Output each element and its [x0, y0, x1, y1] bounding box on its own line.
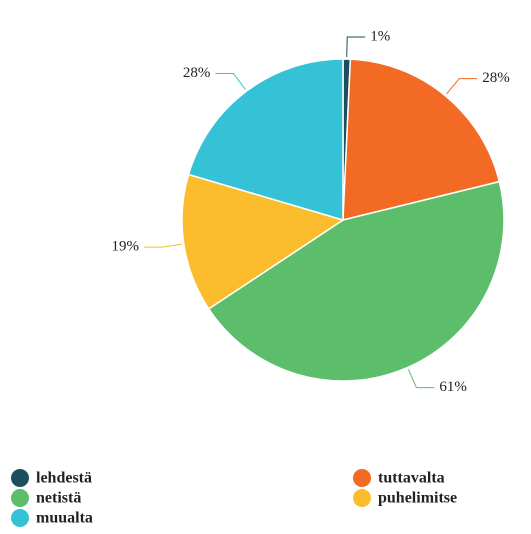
pie-slice — [181, 173, 345, 310]
legend-marker — [353, 489, 371, 507]
data-label: 1% — [370, 28, 390, 44]
data-label: 19% — [112, 239, 140, 255]
data-label: 28% — [482, 70, 510, 86]
legend-marker — [11, 489, 29, 507]
pie-slice — [207, 180, 505, 382]
pie-slice — [342, 58, 501, 221]
legend-marker — [353, 469, 371, 487]
legend-marker — [11, 469, 29, 487]
data-label: 28% — [183, 65, 211, 81]
legend-label: lehdestä — [36, 470, 92, 487]
legend-label: muualta — [36, 510, 93, 527]
leader-line — [215, 72, 246, 90]
legend-label: tuttavalta — [378, 470, 445, 487]
leader-line — [346, 36, 366, 58]
legend-marker — [11, 509, 29, 527]
leader-line — [407, 369, 435, 389]
data-label: 61% — [439, 379, 467, 395]
legend-label: puhelimitse — [378, 490, 457, 507]
pie-slice — [187, 58, 344, 222]
leader-line — [446, 78, 478, 95]
leader-line — [144, 243, 182, 248]
legend-label: netistä — [36, 490, 81, 507]
